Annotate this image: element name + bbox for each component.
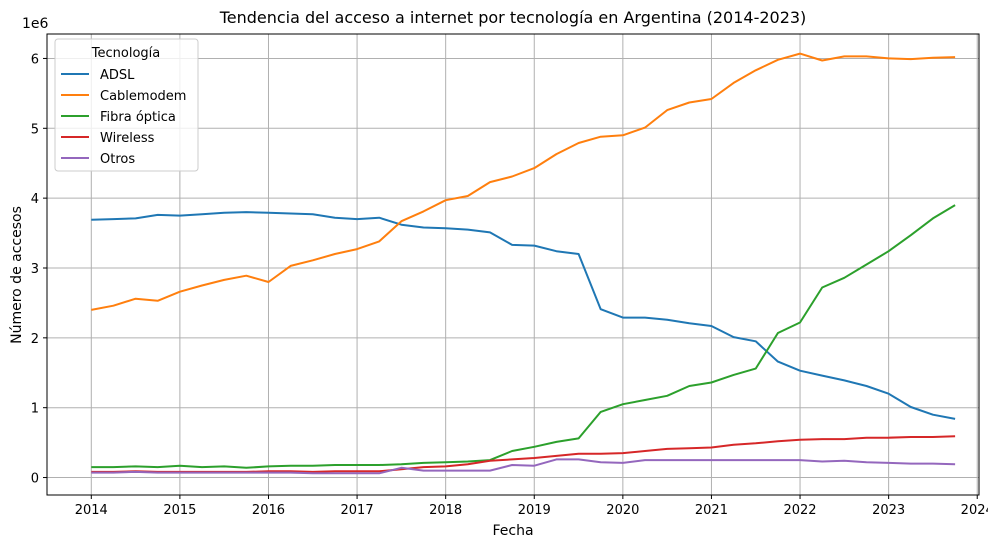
y-offset-text: 1e6 <box>22 16 49 32</box>
axis-ticks: 2014 2015 2016 2017 2018 2019 2020 2021 2022 2023… <box>31 52 988 518</box>
series-lines <box>91 52 956 475</box>
y-tick-label: 4 <box>31 192 39 207</box>
x-tick-label: 2014 <box>75 503 108 518</box>
legend-label: Otros <box>100 152 135 167</box>
x-tick-label: 2023 <box>872 503 905 518</box>
series-line-adsl <box>91 211 956 420</box>
x-tick-label: 2018 <box>429 503 462 518</box>
x-tick-label: 2022 <box>783 503 816 518</box>
x-tick-label: 2021 <box>695 503 728 518</box>
x-tick-label: 2017 <box>341 503 374 518</box>
grid-lines <box>47 34 979 495</box>
series-line-fibra-optica <box>91 204 956 469</box>
chart-title: Tendencia del acceso a internet por tecn… <box>219 8 807 27</box>
x-axis-label: Fecha <box>492 523 533 539</box>
series-line-otros <box>91 458 956 475</box>
x-tick-label: 2016 <box>252 503 285 518</box>
legend-label: ADSL <box>100 68 135 83</box>
legend-title: Tecnología <box>91 46 160 61</box>
y-tick-label: 0 <box>31 472 39 487</box>
series-line-cablemodem <box>91 52 956 311</box>
x-tick-label: 2015 <box>163 503 196 518</box>
y-tick-label: 6 <box>31 52 39 67</box>
x-tick-label: 2019 <box>518 503 551 518</box>
x-tick-label: 2024 <box>961 503 988 518</box>
y-tick-label: 1 <box>31 402 39 417</box>
legend-box <box>54 38 199 172</box>
legend-label: Cablemodem <box>100 89 186 104</box>
y-tick-label: 3 <box>31 262 39 277</box>
legend: Tecnología ADSL Cablemodem Fibra óptica Wir… <box>54 38 199 172</box>
legend-items: ADSL Cablemodem Fibra óptica Wireless Otros <box>61 68 186 167</box>
y-axis-label: Número de accesos <box>9 206 25 344</box>
legend-label: Fibra óptica <box>100 110 176 125</box>
y-tick-label: 2 <box>31 332 39 347</box>
plot-frame <box>46 33 980 496</box>
y-tick-label: 5 <box>31 122 39 137</box>
x-tick-label: 2020 <box>606 503 639 518</box>
legend-label: Wireless <box>100 131 155 146</box>
